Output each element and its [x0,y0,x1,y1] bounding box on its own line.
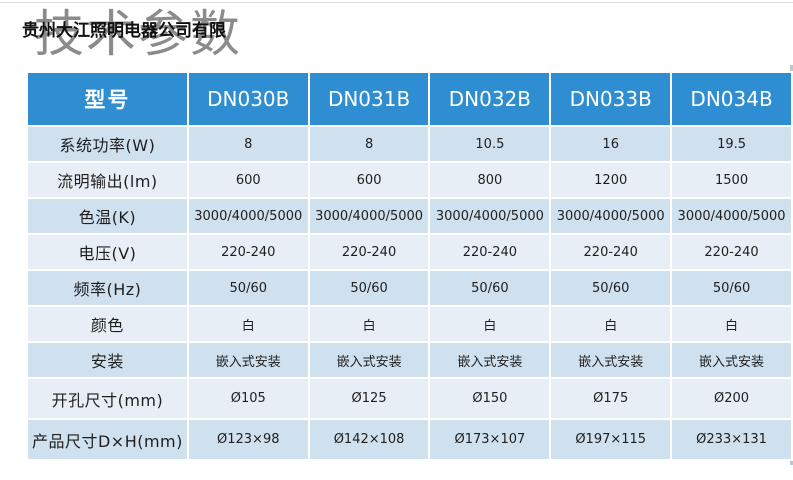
table-row: 颜色 白 白 白 白 白 [26,305,793,343]
row-label: 频率(Hz) [26,269,189,307]
table-cell: 220-240 [428,233,552,271]
company-name-overlay: 贵州大江照明电器公司有限 [22,21,226,41]
model-header-label: 型号 [26,71,189,127]
table-cell: Ø175 [549,377,673,420]
table-cell: 50/60 [428,269,552,307]
table-row: 系统功率(W) 8 8 10.5 16 19.5 [26,125,793,163]
table-cell: 嵌入式安装 [307,341,431,379]
table-cell: Ø105 [186,377,310,420]
table-cell: Ø125 [307,377,431,420]
table-cell: 50/60 [186,269,310,307]
table-cell: 50/60 [670,269,793,307]
table-cell: 3000/4000/5000 [428,197,552,235]
table-cell: 16 [549,125,673,163]
table-cell: 8 [186,125,310,163]
table-cell: 3000/4000/5000 [549,197,673,235]
table-cell: 220-240 [549,233,673,271]
model-header-cell: DN032B [428,71,552,127]
table-cell: 600 [307,161,431,199]
table-row: 产品尺寸D×H(mm) Ø123×98 Ø142×108 Ø173×107 Ø1… [26,418,793,461]
table-cell: 50/60 [549,269,673,307]
table-cell: 10.5 [428,125,552,163]
table-cell: 3000/4000/5000 [186,197,310,235]
table-cell: Ø233×131 [670,418,793,461]
table-cell: 220-240 [186,233,310,271]
table-cell: 3000/4000/5000 [307,197,431,235]
model-header-cell: DN031B [307,71,431,127]
table-cell: 800 [428,161,552,199]
row-label: 颜色 [26,305,189,343]
table-cell: 白 [428,305,552,343]
model-header-cell: DN034B [670,71,793,127]
table-cell: 220-240 [670,233,793,271]
row-label: 开孔尺寸(mm) [26,377,189,420]
table-cell: 19.5 [670,125,793,163]
table-row: 色温(K) 3000/4000/5000 3000/4000/5000 3000… [26,197,793,235]
table-cell: Ø123×98 [186,418,310,461]
table-cell: 嵌入式安装 [670,341,793,379]
row-label: 安装 [26,341,189,379]
row-label: 流明输出(lm) [26,161,189,199]
table-cell: 50/60 [307,269,431,307]
table-cell: 白 [186,305,310,343]
table-row: 开孔尺寸(mm) Ø105 Ø125 Ø150 Ø175 Ø200 [26,377,793,420]
table-cell: 600 [186,161,310,199]
row-label: 电压(V) [26,233,189,271]
table-cell: 3000/4000/5000 [670,197,793,235]
table-cell: 1500 [670,161,793,199]
model-header-cell: DN033B [549,71,673,127]
table-cell: Ø150 [428,377,552,420]
table-cell: 白 [670,305,793,343]
page-title: 技术参数 [34,5,242,63]
model-header-cell: DN030B [186,71,310,127]
table-cell: Ø142×108 [307,418,431,461]
top-divider [0,2,793,3]
row-label: 系统功率(W) [26,125,189,163]
table-cell: 嵌入式安装 [549,341,673,379]
table-row: 流明输出(lm) 600 600 800 1200 1500 [26,161,793,199]
table-cell: 1200 [549,161,673,199]
table-cell: 嵌入式安装 [428,341,552,379]
table-row: 频率(Hz) 50/60 50/60 50/60 50/60 50/60 [26,269,793,307]
table-header-row: 型号 DN030B DN031B DN032B DN033B DN034B [26,71,793,127]
table-cell: 白 [549,305,673,343]
table-cell: 嵌入式安装 [186,341,310,379]
table-cell: 白 [307,305,431,343]
table-cell: 8 [307,125,431,163]
table-row: 安装 嵌入式安装 嵌入式安装 嵌入式安装 嵌入式安装 嵌入式安装 [26,341,793,379]
table-cell: Ø197×115 [549,418,673,461]
row-label: 产品尺寸D×H(mm) [26,418,189,461]
table-cell: 220-240 [307,233,431,271]
row-label: 色温(K) [26,197,189,235]
table-cell: Ø173×107 [428,418,552,461]
table-cell: Ø200 [670,377,793,420]
spec-table: 型号 DN030B DN031B DN032B DN033B DN034B 系统… [26,71,793,461]
table-row: 电压(V) 220-240 220-240 220-240 220-240 22… [26,233,793,271]
